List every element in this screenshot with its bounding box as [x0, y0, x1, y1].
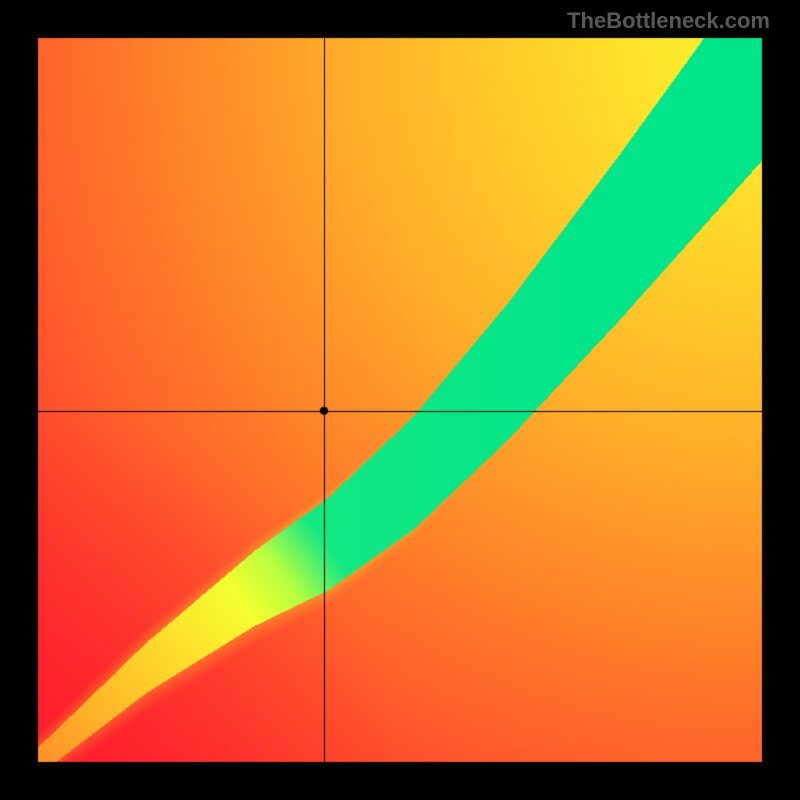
watermark-text: TheBottleneck.com: [567, 8, 770, 34]
bottleneck-heatmap: [0, 0, 800, 800]
chart-container: TheBottleneck.com: [0, 0, 800, 800]
